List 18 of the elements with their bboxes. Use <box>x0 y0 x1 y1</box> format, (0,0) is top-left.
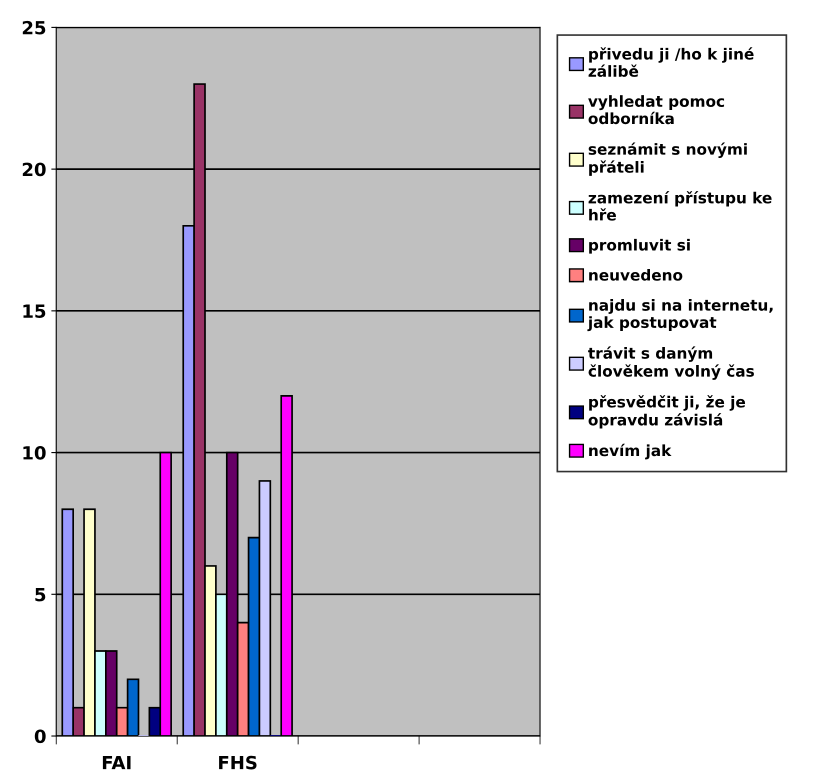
y-tick-label: 15 <box>23 304 46 318</box>
legend-label: neuvedeno <box>589 268 682 281</box>
legend-label: promluvit si <box>589 238 690 254</box>
legend-label: vyhledat pomoc odborníka <box>588 95 724 124</box>
legend-label: přesvědčit ji, že je opravdu závislá <box>588 395 746 429</box>
y-tick-label: 5 <box>35 588 46 602</box>
x-tick-label: FAI <box>102 756 131 770</box>
legend-label: najdu si na internetu, jak postupovat <box>587 299 773 332</box>
legend-label: seznámit s novými přáteli <box>588 142 747 176</box>
y-tick-label: 25 <box>22 20 46 35</box>
y-tick-label: 20 <box>22 162 46 176</box>
x-tick-label: FHS <box>219 756 257 770</box>
y-tick-label: 10 <box>23 446 46 460</box>
y-tick-label: 0 <box>34 729 46 744</box>
legend-label: trávit s daným člověkem volný čas <box>588 346 754 380</box>
legend-label: nevím jak <box>589 444 672 460</box>
legend-label: přivedu ji /ho k jiné zálibě <box>588 47 754 77</box>
legend-label: zamezení přístupu ke hře <box>588 191 772 221</box>
